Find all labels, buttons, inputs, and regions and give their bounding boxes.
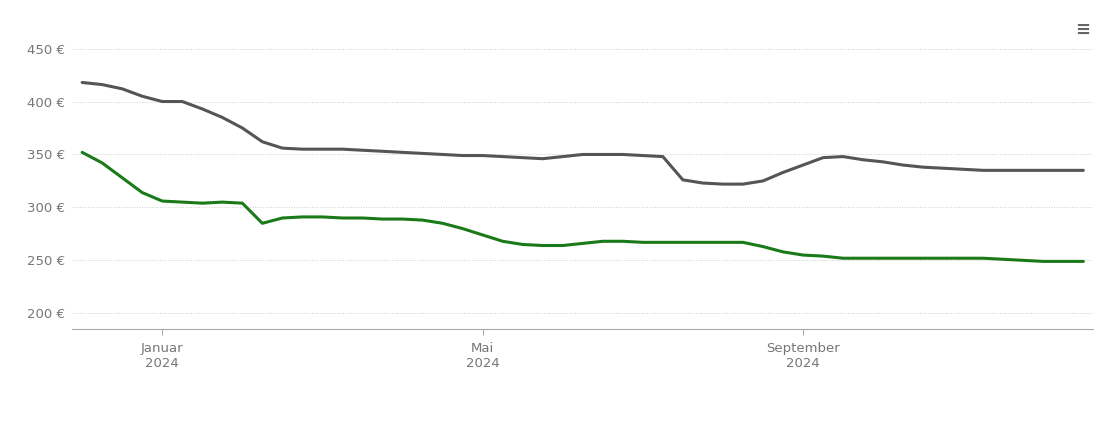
lose Ware <box>396 216 410 222</box>
Text: ≡: ≡ <box>1074 21 1090 39</box>
Sackware <box>376 149 390 154</box>
Line: Sackware: Sackware <box>82 82 1083 184</box>
lose Ware <box>295 214 309 219</box>
Sackware <box>295 146 309 151</box>
Legend: lose Ware, Sackware: lose Ware, Sackware <box>462 420 704 422</box>
Sackware <box>1077 168 1090 173</box>
Sackware <box>1057 168 1070 173</box>
lose Ware <box>75 150 89 155</box>
lose Ware <box>376 216 390 222</box>
lose Ware <box>1057 259 1070 264</box>
lose Ware <box>1037 259 1050 264</box>
Sackware <box>756 179 769 184</box>
Line: lose Ware: lose Ware <box>82 152 1083 261</box>
lose Ware <box>736 240 749 245</box>
Sackware <box>75 80 89 85</box>
lose Ware <box>1077 259 1090 264</box>
Sackware <box>716 181 729 187</box>
lose Ware <box>796 252 809 257</box>
Sackware <box>816 155 829 160</box>
Sackware <box>396 150 410 155</box>
